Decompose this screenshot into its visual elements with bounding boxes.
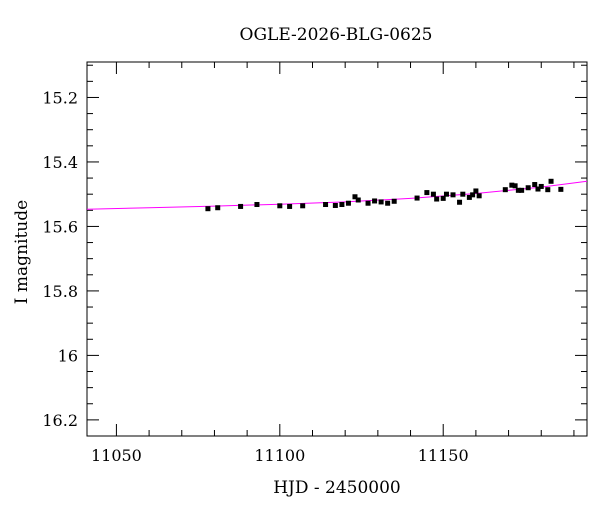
data-point xyxy=(450,192,456,198)
data-point xyxy=(532,182,538,188)
data-point xyxy=(287,203,293,209)
data-point xyxy=(205,206,211,212)
data-point xyxy=(512,183,518,189)
y-axis-ticks xyxy=(87,64,587,437)
data-point xyxy=(414,195,420,201)
data-point xyxy=(548,178,554,184)
data-point xyxy=(434,196,440,202)
data-point xyxy=(502,187,508,193)
data-point xyxy=(385,200,391,206)
data-point xyxy=(545,187,551,193)
data-point xyxy=(372,198,378,204)
data-point xyxy=(473,188,479,194)
y-tick-label: 15.6 xyxy=(42,217,78,236)
data-points xyxy=(205,178,564,212)
y-tick-label: 16 xyxy=(58,346,78,365)
y-tick-label: 15.4 xyxy=(42,153,78,172)
data-point xyxy=(391,198,397,204)
x-tick-label: 11150 xyxy=(418,446,469,465)
data-point xyxy=(535,186,541,192)
data-point xyxy=(457,199,463,205)
y-tick-label: 16.2 xyxy=(42,411,78,430)
data-point xyxy=(332,202,338,208)
x-axis-ticks xyxy=(115,62,575,436)
data-point xyxy=(476,193,482,199)
x-tick-label: 11050 xyxy=(91,446,142,465)
data-point xyxy=(277,203,283,209)
data-point xyxy=(443,191,449,197)
data-point xyxy=(558,186,564,192)
data-point xyxy=(470,192,476,198)
data-point xyxy=(430,191,436,197)
data-point xyxy=(460,191,466,197)
plot-frame xyxy=(86,61,588,437)
data-point xyxy=(355,197,361,203)
data-point xyxy=(300,203,306,209)
data-point xyxy=(424,190,430,196)
y-tick-label: 15.8 xyxy=(42,282,78,301)
y-axis-tick-labels: 15.2 15.4 15.6 15.8 16 16.2 xyxy=(42,88,78,429)
data-point xyxy=(323,202,329,208)
y-axis-label: I magnitude xyxy=(12,200,32,304)
data-point xyxy=(515,187,521,193)
data-point xyxy=(378,199,384,205)
data-point xyxy=(365,200,371,206)
data-point xyxy=(466,194,472,200)
data-point xyxy=(254,202,260,208)
data-point xyxy=(352,194,358,200)
data-point xyxy=(345,200,351,206)
data-point xyxy=(519,187,525,193)
data-point xyxy=(525,185,531,191)
data-point xyxy=(509,182,515,188)
data-point xyxy=(538,183,544,189)
data-point xyxy=(339,202,345,208)
x-axis-tick-labels: 11050 11100 11150 xyxy=(91,446,469,465)
x-tick-label: 11100 xyxy=(254,446,305,465)
y-tick-label: 15.2 xyxy=(42,88,78,107)
data-point xyxy=(215,205,221,211)
data-point xyxy=(440,195,446,201)
x-axis-label: HJD - 2450000 xyxy=(273,478,401,498)
chart-title: OGLE-2026-BLG-0625 xyxy=(240,25,433,45)
data-point xyxy=(238,203,244,209)
